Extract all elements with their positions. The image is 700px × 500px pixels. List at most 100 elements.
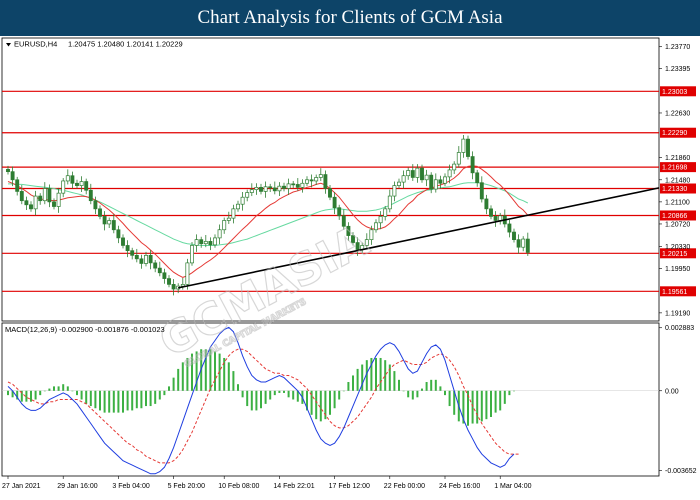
macd-histogram-bar bbox=[411, 390, 414, 400]
candle bbox=[295, 184, 300, 188]
macd-histogram-bar bbox=[342, 390, 345, 392]
macd-histogram-bar bbox=[370, 357, 373, 391]
macd-histogram-bar bbox=[315, 390, 318, 420]
macd-histogram-bar bbox=[379, 357, 382, 391]
candle bbox=[516, 239, 521, 248]
x-tick-label: 10 Feb 08:00 bbox=[218, 483, 259, 490]
macd-histogram-bar bbox=[186, 357, 189, 391]
y-tick-label: 1.22630 bbox=[665, 110, 690, 117]
candle bbox=[190, 245, 194, 264]
macd-histogram-bar bbox=[356, 368, 359, 391]
y-tick-label: 1.20720 bbox=[665, 221, 690, 228]
candle bbox=[346, 225, 351, 236]
macd-histogram-bar bbox=[71, 390, 74, 392]
candle bbox=[75, 182, 79, 186]
candle bbox=[323, 174, 328, 189]
macd-histogram-bar bbox=[43, 390, 46, 392]
candle bbox=[337, 207, 342, 217]
macd-histogram-bar bbox=[476, 390, 479, 424]
macd-histogram-bar bbox=[89, 390, 92, 407]
candle bbox=[162, 272, 167, 279]
macd-histogram-bar bbox=[227, 362, 230, 391]
candle bbox=[378, 216, 383, 224]
macd-histogram-bar bbox=[7, 390, 9, 396]
macd-histogram-bar bbox=[503, 390, 506, 404]
macd-histogram-bar bbox=[421, 388, 423, 391]
macd-histogram-bar bbox=[407, 390, 410, 398]
level-label: 1.21698 bbox=[662, 165, 687, 172]
forex-chart: 1.23003 1.22290 1.21698 1.21330 1.20866 1.202… bbox=[1, 37, 697, 490]
macd-histogram-bar bbox=[306, 390, 308, 411]
macd-histogram-bar bbox=[250, 390, 253, 411]
macd-label: MACD(12,26,9) -0.002900 -0.001876 -0.001… bbox=[5, 325, 165, 334]
candle bbox=[424, 174, 429, 181]
macd-histogram-bar bbox=[448, 390, 451, 407]
candle bbox=[125, 245, 130, 252]
candle bbox=[199, 239, 204, 245]
candle bbox=[52, 201, 56, 207]
macd-histogram-bar bbox=[168, 386, 170, 391]
macd-histogram-bar bbox=[480, 390, 483, 422]
macd-histogram-bar bbox=[112, 390, 115, 413]
candle bbox=[443, 176, 447, 184]
candle bbox=[277, 185, 282, 192]
macd-histogram-bar bbox=[264, 390, 267, 404]
macd-histogram-bar bbox=[388, 364, 391, 391]
candle bbox=[282, 185, 286, 189]
candle bbox=[194, 239, 199, 246]
macd-histogram-bar bbox=[163, 390, 166, 396]
macd-histogram-bar bbox=[204, 349, 207, 391]
candle bbox=[268, 186, 273, 189]
level-label-bg bbox=[660, 183, 696, 194]
macd-histogram-bar bbox=[20, 390, 23, 402]
candle bbox=[438, 179, 443, 184]
macd-histogram-bar bbox=[490, 390, 492, 417]
macd-histogram-bar bbox=[416, 390, 419, 398]
candle bbox=[70, 175, 75, 184]
candle bbox=[383, 208, 388, 217]
macd-histogram-bar bbox=[508, 390, 511, 396]
macd-histogram-bar bbox=[310, 390, 313, 415]
level-label: 1.19561 bbox=[662, 289, 687, 296]
candle bbox=[355, 242, 360, 250]
macd-histogram-bar bbox=[80, 390, 83, 400]
candle bbox=[93, 200, 98, 210]
candle bbox=[456, 152, 461, 165]
macd-histogram-bar bbox=[467, 390, 469, 426]
candle bbox=[461, 138, 466, 153]
price-panel bbox=[1, 37, 660, 322]
macd-histogram-bar bbox=[214, 351, 216, 391]
candle bbox=[65, 175, 70, 182]
candle bbox=[374, 222, 378, 231]
macd-histogram-bar bbox=[241, 390, 244, 398]
macd-histogram-bar bbox=[108, 390, 111, 413]
macd-histogram-bar bbox=[103, 390, 106, 413]
candle bbox=[185, 262, 190, 285]
candle bbox=[144, 254, 148, 264]
candle bbox=[332, 196, 337, 209]
macd-histogram-bar bbox=[398, 379, 400, 391]
macd-histogram-bar bbox=[158, 390, 161, 400]
candle bbox=[208, 241, 213, 246]
candle bbox=[10, 171, 15, 181]
candle bbox=[415, 167, 420, 178]
candle bbox=[401, 175, 406, 183]
macd-histogram-bar bbox=[287, 390, 290, 398]
macd-histogram-bar bbox=[94, 390, 97, 409]
macd-histogram-bar bbox=[218, 353, 221, 391]
candle bbox=[171, 284, 176, 290]
macd-histogram-bar bbox=[393, 371, 396, 391]
candle bbox=[121, 237, 125, 246]
candle bbox=[286, 183, 291, 189]
candle bbox=[61, 180, 66, 194]
candle bbox=[420, 167, 424, 181]
candle bbox=[79, 181, 84, 186]
x-tick-label: 14 Feb 22:01 bbox=[273, 483, 314, 490]
candle bbox=[222, 220, 227, 231]
candle bbox=[47, 188, 52, 203]
macd-histogram-bar bbox=[324, 390, 327, 420]
candle bbox=[249, 189, 254, 193]
candle bbox=[387, 195, 392, 210]
candle bbox=[33, 195, 38, 210]
x-tick-label: 17 Feb 12:00 bbox=[329, 483, 370, 490]
